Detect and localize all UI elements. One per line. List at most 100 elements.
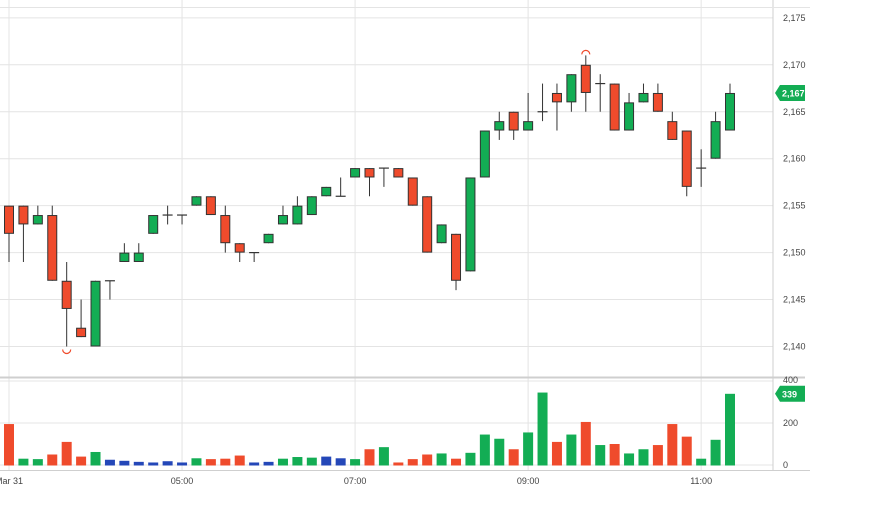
volume-bar bbox=[277, 458, 288, 466]
volume-bar bbox=[595, 445, 606, 466]
candle-body bbox=[32, 215, 43, 225]
volume-bar bbox=[681, 436, 692, 466]
volume-bar bbox=[76, 456, 87, 466]
price-tick-label: 2,170 bbox=[783, 60, 806, 70]
volume-bar bbox=[624, 453, 635, 466]
price-axis: 2,140 2,145 2,150 2,155 2,160 2,165 2,170 2,175… bbox=[783, 13, 806, 470]
candle-body bbox=[292, 205, 303, 225]
volume-bar bbox=[580, 421, 591, 466]
volume-bar bbox=[523, 432, 534, 466]
candle-body bbox=[638, 92, 649, 103]
candle-body bbox=[667, 121, 678, 140]
low-marker bbox=[62, 349, 72, 355]
candle-body bbox=[90, 280, 101, 347]
volume-bar bbox=[350, 459, 361, 466]
extreme-markers bbox=[62, 49, 591, 355]
candle-body bbox=[451, 233, 462, 281]
badge-shape bbox=[775, 84, 805, 101]
volume-bar bbox=[537, 392, 548, 466]
badge-shape bbox=[775, 385, 805, 402]
candle-body bbox=[350, 168, 361, 178]
candle-body bbox=[321, 186, 332, 197]
candle-body bbox=[306, 196, 317, 216]
volume-bar bbox=[638, 449, 649, 466]
volume-bar bbox=[378, 447, 389, 466]
volume-bar bbox=[47, 454, 58, 466]
candle-body bbox=[407, 177, 418, 206]
volume-bar bbox=[148, 462, 159, 466]
candle-body bbox=[624, 102, 635, 131]
volume-bar bbox=[32, 459, 43, 466]
volume-bar bbox=[609, 444, 620, 466]
volume-bar bbox=[177, 462, 188, 466]
volume-bars bbox=[4, 392, 735, 466]
candle-body bbox=[220, 215, 231, 244]
volume-bar bbox=[667, 424, 678, 466]
candle-body bbox=[523, 121, 534, 131]
volume-bar bbox=[393, 462, 404, 466]
candle-body bbox=[133, 252, 144, 262]
candle-body bbox=[436, 224, 447, 244]
candle-body bbox=[508, 111, 519, 131]
price-tick-label: 2,155 bbox=[783, 201, 806, 211]
candle-body bbox=[681, 130, 692, 187]
price-tick-label: 2,165 bbox=[783, 107, 806, 117]
candle-body bbox=[61, 280, 72, 309]
badge-label: 2,167 bbox=[782, 88, 805, 98]
candle-body bbox=[494, 121, 505, 131]
last-volume-badge: 339 bbox=[775, 385, 805, 402]
volume-bar bbox=[234, 455, 245, 466]
volume-tick-label: 0 bbox=[783, 460, 788, 470]
last-value-badges: 2,167 339 bbox=[775, 84, 805, 402]
candle-body bbox=[119, 252, 130, 262]
volume-bar bbox=[205, 459, 216, 466]
volume-bar bbox=[508, 449, 519, 466]
volume-bar bbox=[162, 461, 173, 466]
candle-body bbox=[205, 196, 216, 216]
grid bbox=[0, 0, 810, 471]
volume-bar bbox=[90, 451, 101, 466]
candle-body bbox=[191, 196, 202, 206]
volume-bar bbox=[465, 452, 476, 466]
candle-body bbox=[148, 215, 159, 234]
price-tick-label: 2,145 bbox=[783, 295, 806, 305]
candle-body bbox=[580, 64, 591, 93]
volume-bar bbox=[479, 434, 490, 466]
time-tick-label: 05:00 bbox=[171, 476, 194, 486]
candle-body bbox=[277, 215, 288, 225]
candle-body bbox=[4, 205, 14, 234]
volume-bar bbox=[551, 441, 562, 466]
volume-bar bbox=[220, 458, 231, 466]
candle-body bbox=[393, 168, 404, 178]
volume-bar bbox=[191, 458, 202, 466]
candle-body bbox=[263, 233, 274, 244]
candle-body bbox=[234, 243, 245, 253]
volume-bar bbox=[422, 454, 433, 466]
candle-body bbox=[76, 327, 87, 338]
time-tick-label: 11:00 bbox=[690, 476, 712, 486]
high-marker bbox=[581, 49, 591, 55]
volume-bar bbox=[566, 434, 577, 466]
volume-bar bbox=[725, 393, 735, 466]
volume-bar bbox=[335, 458, 346, 466]
candle-body bbox=[364, 168, 375, 178]
candle-body bbox=[47, 215, 58, 281]
volume-bar bbox=[451, 458, 462, 466]
candle-body bbox=[725, 92, 735, 131]
volume-bar bbox=[4, 424, 14, 466]
volume-bar bbox=[364, 449, 375, 466]
volume-bar bbox=[133, 461, 144, 466]
candle-body bbox=[566, 74, 577, 103]
volume-bar bbox=[652, 445, 663, 466]
volume-bar bbox=[494, 438, 505, 466]
candle-body bbox=[551, 92, 562, 103]
candle-body bbox=[479, 130, 490, 178]
last-price-badge: 2,167 bbox=[775, 84, 805, 101]
candle-body bbox=[710, 121, 721, 159]
candle-body bbox=[465, 177, 476, 272]
time-axis: Mar 31 05:00 07:00 09:00 11:00 bbox=[0, 476, 712, 486]
price-tick-label: 2,175 bbox=[783, 13, 806, 23]
price-tick-label: 2,150 bbox=[783, 248, 806, 258]
volume-bar bbox=[249, 462, 260, 466]
